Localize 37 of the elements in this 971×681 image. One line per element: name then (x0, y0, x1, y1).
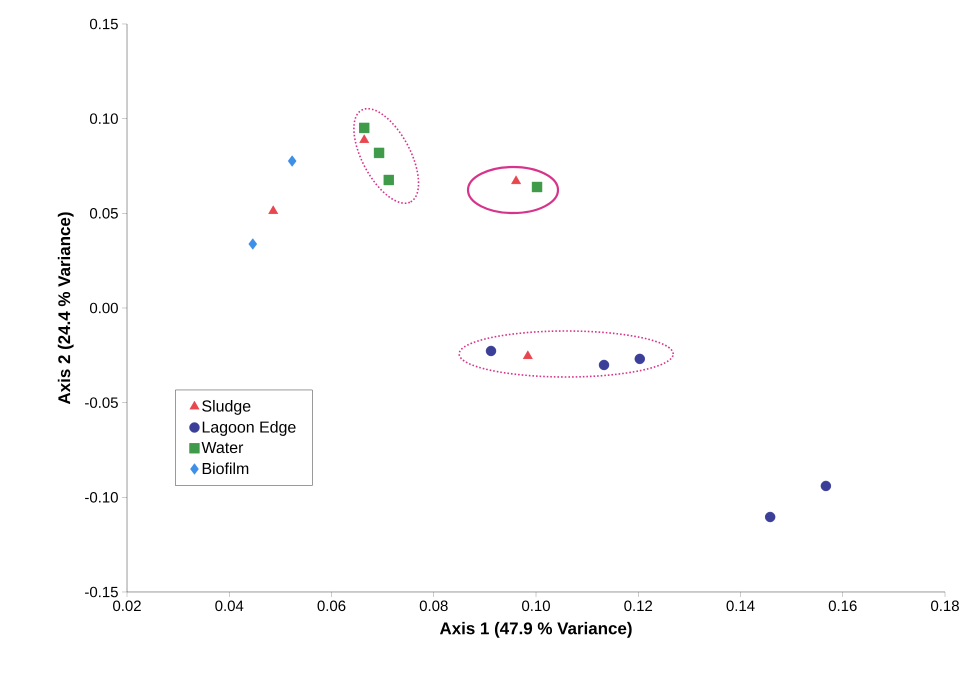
x-tick-label: 0.06 (318, 600, 346, 612)
x-tick-label: 0.08 (420, 600, 448, 612)
y-tick-label: -0.05 (85, 397, 118, 408)
point (359, 122, 370, 134)
legend-label: Lagoon Edge (202, 421, 296, 436)
y-tick-label: -0.10 (85, 492, 118, 503)
point (522, 350, 533, 360)
legend-label: Water (202, 442, 244, 454)
legend-label: Sludge (202, 400, 250, 415)
y-tick-label: 0.15 (90, 18, 118, 30)
legend-label: Biofilm (202, 462, 248, 474)
x-tick-label: 0.12 (624, 600, 652, 612)
y-axis-title: Axis 2 (24.4 % Variance) (58, 212, 74, 404)
point (384, 174, 394, 186)
point (359, 134, 370, 143)
x-tick-label: 0.18 (931, 600, 959, 612)
point (511, 175, 522, 184)
x-tick-label: 0.10 (522, 600, 550, 612)
point (288, 155, 296, 167)
x-tick-label: 0.14 (726, 600, 755, 612)
y-tick-label: -0.15 (85, 586, 118, 598)
x-tick-label: 0.04 (215, 600, 244, 612)
point (268, 205, 278, 214)
point (764, 512, 776, 522)
x-tick-label: 0.16 (828, 600, 857, 612)
y-tick-label: 0.10 (90, 113, 118, 124)
point (634, 354, 645, 364)
point (532, 182, 542, 192)
point (820, 480, 832, 492)
point (486, 346, 496, 356)
y-tick-label: 0.00 (90, 302, 118, 314)
point (374, 148, 384, 158)
point (248, 238, 258, 250)
x-axis-title: Axis 1 (47.9 % Variance) (440, 622, 632, 638)
point (598, 360, 610, 370)
y-tick-label: 0.05 (90, 208, 118, 219)
x-tick-label: 0.02 (113, 600, 141, 612)
